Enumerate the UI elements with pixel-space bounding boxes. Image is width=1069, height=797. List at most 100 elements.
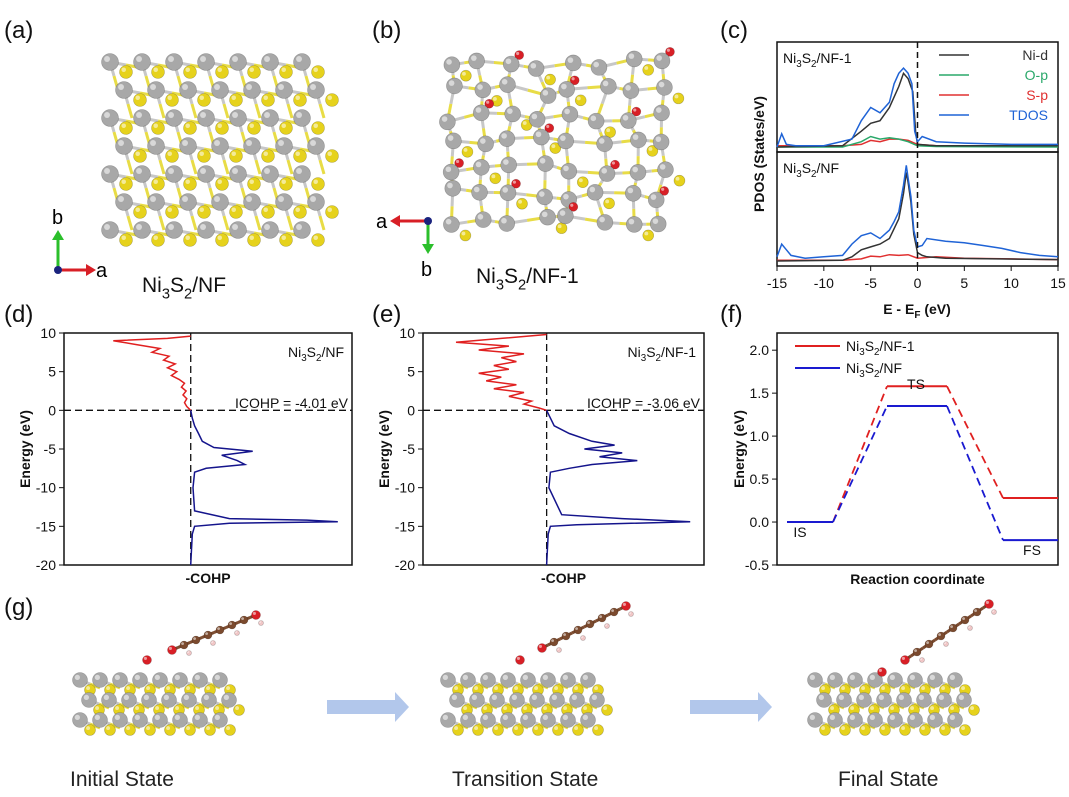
nickel-atom	[474, 211, 492, 228]
energy-connector	[832, 405, 888, 523]
state-label-fs: FS	[1023, 542, 1041, 558]
hydrogen-atom	[967, 625, 973, 631]
nickel-atom	[540, 672, 556, 688]
sulfur-atom	[532, 724, 544, 736]
nickel-atom	[243, 137, 261, 155]
energy-connector	[946, 405, 1004, 541]
sulfur-atom	[879, 724, 891, 736]
nickel-atom	[161, 692, 177, 708]
nickel-atom	[212, 672, 228, 688]
process-arrow-body	[690, 700, 758, 714]
panel-label-g: (g)	[4, 594, 33, 621]
nickel-atom	[229, 53, 247, 71]
nickel-atom	[561, 105, 579, 123]
sulfur-atom	[601, 704, 613, 716]
x-tick-label: 10	[1003, 275, 1019, 291]
nickel-atom	[445, 132, 462, 150]
nickel-atom	[115, 81, 133, 99]
carbon-atom	[239, 615, 249, 625]
nickel-atom	[443, 216, 460, 233]
nickel-atom	[927, 712, 943, 728]
pdos-line-ni-d	[776, 172, 1059, 262]
nickel-atom	[442, 163, 460, 181]
nickel-atom	[165, 109, 183, 127]
nickel-atom	[549, 692, 565, 708]
sulfur-atom	[603, 197, 615, 210]
carbon-atom	[215, 625, 225, 635]
nickel-atom	[81, 692, 97, 708]
sulfur-atom	[224, 724, 236, 736]
nickel-atom	[460, 712, 476, 728]
carbon-atom	[597, 613, 607, 623]
carbon-atom	[609, 607, 619, 617]
nickel-atom	[520, 712, 536, 728]
carbon-atom	[948, 623, 958, 633]
state-label-transition: Transition State	[452, 768, 598, 791]
nickel-atom	[261, 165, 279, 183]
legend-label: Ni3S2/NF	[846, 360, 902, 380]
carbon-atom	[227, 620, 237, 630]
nickel-atom	[947, 712, 963, 728]
nickel-atom	[165, 221, 183, 239]
sulfur-atom	[84, 724, 96, 736]
carbon-atom	[936, 631, 946, 641]
svg-text:Ni3S2/NF: Ni3S2/NF	[142, 274, 226, 302]
sulfur-atom	[247, 233, 261, 247]
y-tick-label: 0	[48, 402, 56, 418]
energy-connector	[946, 385, 1004, 499]
nickel-atom	[816, 692, 832, 708]
sulfur-atom	[452, 724, 464, 736]
hydrogen-atom	[943, 641, 949, 647]
nickel-atom	[580, 712, 596, 728]
sulfur-atom	[247, 65, 261, 79]
y-tick-label: 0.5	[750, 471, 770, 487]
sulfur-atom	[184, 724, 196, 736]
nickel-atom	[275, 137, 293, 155]
nickel-atom	[101, 692, 117, 708]
oxygen-atom	[167, 645, 177, 655]
carbon-atom	[924, 639, 934, 649]
sulfur-atom	[261, 149, 275, 163]
cohp-line-antibonding	[113, 335, 192, 411]
nickel-atom	[807, 672, 823, 688]
nickel-atom	[197, 109, 215, 127]
sulfur-atom	[197, 149, 211, 163]
y-tick-label: -15	[36, 518, 56, 534]
legend-label: Ni3S2/NF-1	[846, 338, 915, 358]
sulfur-atom	[164, 724, 176, 736]
state-label-ts: TS	[907, 376, 925, 392]
nickel-atom	[529, 692, 545, 708]
sulfur-atom	[899, 724, 911, 736]
y-tick-label: 5	[407, 364, 415, 380]
nickel-atom	[502, 55, 520, 73]
nickel-atom	[557, 132, 574, 150]
nickel-atom	[229, 165, 247, 183]
nickel-atom	[560, 712, 576, 728]
sulfur-atom	[459, 229, 472, 242]
nickel-atom	[133, 221, 151, 239]
sulfur-atom	[124, 724, 136, 736]
carbon-atom	[561, 631, 571, 641]
nickel-atom	[867, 712, 883, 728]
sulfur-atom	[151, 177, 165, 191]
nickel-atom	[293, 109, 311, 127]
sulfur-atom	[215, 121, 229, 135]
ni3s2-nf-1-crystal-structure	[439, 47, 686, 242]
legend-label: S-p	[1026, 87, 1048, 103]
nickel-atom	[112, 712, 128, 728]
cohp-line-bonding	[545, 409, 691, 566]
oxygen-atom	[537, 643, 547, 653]
y-axis-title: PDOS (States/eV)	[751, 96, 767, 212]
pdos-subpanel-title: Ni3S2/NF-1	[783, 50, 852, 70]
sulfur-atom	[204, 724, 216, 736]
nickel-atom	[907, 712, 923, 728]
nickel-atom	[211, 137, 229, 155]
nickel-atom	[197, 165, 215, 183]
organic-molecule	[537, 601, 634, 653]
y-tick-label: -15	[395, 518, 415, 534]
y-tick-label: 2.0	[750, 342, 770, 358]
carbon-atom	[203, 630, 213, 640]
sulfur-atom	[197, 205, 211, 219]
y-tick-label: -5	[403, 441, 416, 457]
